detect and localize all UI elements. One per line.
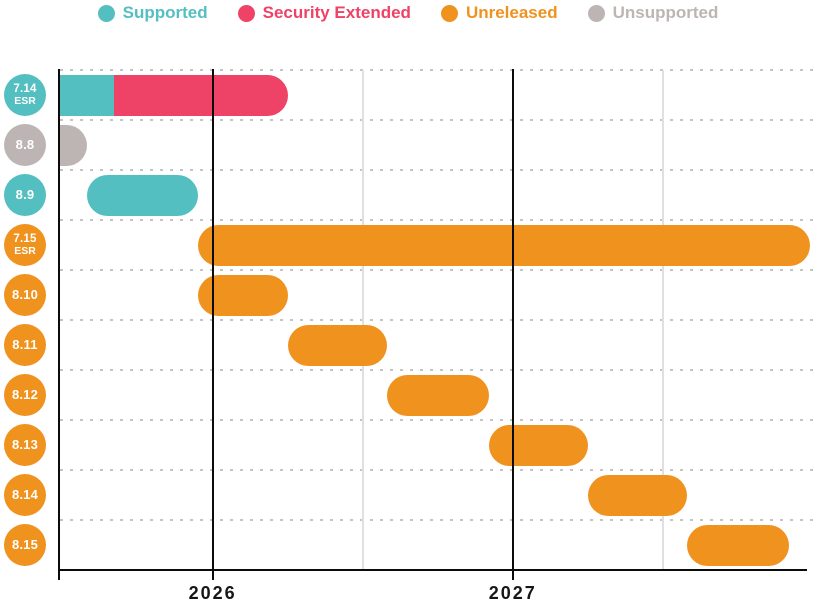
gridline-midyear [661, 70, 664, 570]
row-gridline [59, 269, 816, 271]
row-gridline [59, 519, 816, 521]
badge-version-label: 7.15 [13, 233, 37, 246]
version-badge: 8.9 [4, 174, 46, 216]
legend-dot-icon [237, 4, 255, 22]
gantt-bar-unreleased [386, 374, 489, 416]
x-tick-label: 2026 [188, 583, 237, 603]
row-gridline [59, 69, 816, 71]
y-axis-line [58, 69, 60, 580]
row-gridline [59, 469, 816, 471]
row-gridline [59, 319, 816, 321]
version-badge: 7.14 ESR [4, 74, 46, 116]
badge-version-label: 8.8 [15, 136, 35, 152]
x-tick-label: 2027 [488, 583, 537, 603]
gantt-bar-unreleased [488, 424, 588, 466]
version-badge: 8.13 [4, 424, 46, 466]
badge-version-label: 7.14 [13, 83, 37, 96]
gantt-bar-unreleased [587, 474, 687, 516]
badge-version-label: 8.12 [11, 386, 39, 402]
version-badge: 7.15 ESR [4, 224, 46, 266]
x-axis-tick [211, 570, 214, 580]
version-badge: 8.14 [4, 474, 46, 516]
x-axis-line [58, 569, 807, 571]
row-gridline [59, 419, 816, 421]
gridline-year [211, 69, 214, 570]
badge-version-label: 8.11 [12, 336, 38, 352]
gantt-bar-unreleased [197, 224, 810, 266]
version-badge: 8.10 [4, 274, 46, 316]
legend-item-security_extended[interactable]: Security Extended [237, 3, 411, 23]
gridline-midyear [361, 70, 364, 570]
gantt-bar-supported [86, 174, 198, 216]
gridline-year [511, 69, 514, 570]
legend-item-supported[interactable]: Supported [97, 3, 208, 23]
badge-version-label: 8.15 [11, 536, 39, 552]
legend-item-unreleased[interactable]: Unreleased [440, 3, 558, 23]
legend-dot-icon [440, 4, 458, 22]
legend-dot-icon [587, 4, 605, 22]
badge-esr-tag: ESR [14, 94, 36, 107]
row-gridline [59, 119, 816, 121]
version-badge: 8.8 [4, 124, 46, 166]
legend-label: Supported [122, 3, 208, 22]
badge-version-label: 8.13 [11, 436, 39, 452]
gantt-bar-unreleased [686, 524, 789, 566]
row-gridline [59, 169, 816, 171]
version-badge: 8.11 [4, 324, 46, 366]
gantt-bar-unsupported [59, 124, 87, 166]
badge-version-label: 8.10 [11, 286, 39, 302]
legend-item-unsupported[interactable]: Unsupported [587, 3, 719, 23]
legend-label: Security Extended [262, 3, 411, 22]
gantt-bar-security_extended [113, 74, 288, 116]
badge-version-label: 8.14 [11, 486, 39, 502]
row-gridline [59, 369, 816, 371]
legend: Supported Security Extended Unreleased Unsu… [0, 3, 816, 23]
legend-label: Unreleased [465, 3, 558, 22]
x-axis-tick [511, 570, 514, 580]
row-gridline [59, 219, 816, 221]
gantt-bar-supported [59, 74, 114, 116]
version-badge: 8.12 [4, 374, 46, 416]
version-badge: 8.15 [4, 524, 46, 566]
gantt-bar-unreleased [287, 324, 387, 366]
legend-label: Unsupported [612, 3, 719, 22]
legend-dot-icon [97, 4, 115, 22]
badge-esr-tag: ESR [14, 244, 36, 257]
badge-version-label: 8.9 [15, 186, 35, 202]
